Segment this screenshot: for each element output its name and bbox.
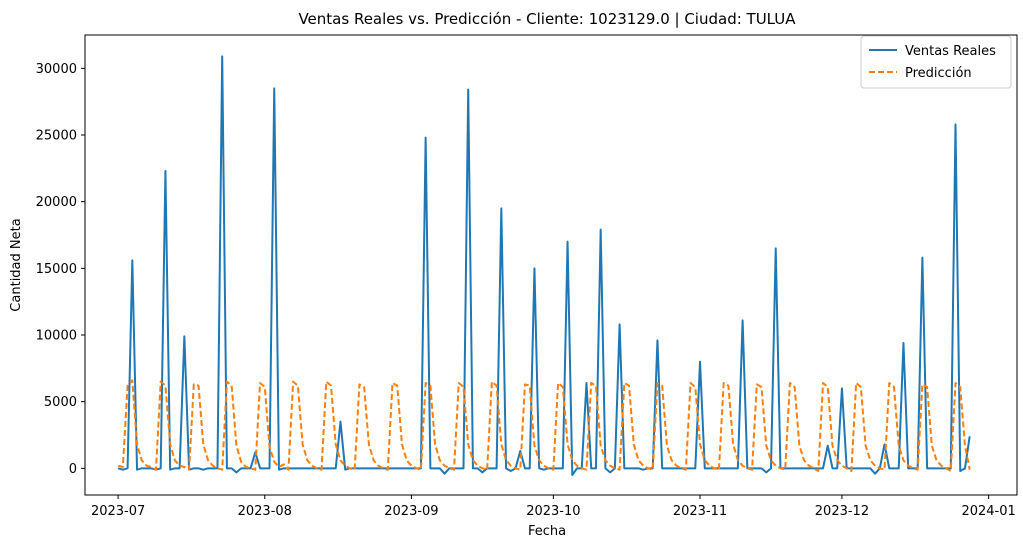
series-layer — [117, 55, 971, 476]
y-tick-label: 30000 — [36, 62, 77, 77]
plot-frame — [84, 34, 1018, 496]
x-axis: 2023-07 2023-08 2023-09 2023-10 2023-11 2023-… — [91, 495, 1016, 519]
x-tick-label: 2023-11 — [673, 504, 727, 519]
y-tick-label: 25000 — [36, 129, 77, 144]
y-tick-label: 0 — [69, 462, 77, 477]
legend: Ventas Reales Predicción — [860, 35, 1012, 89]
series-line-ventas-reales — [117, 55, 971, 476]
legend-label-ventas-reales: Ventas Reales — [905, 44, 996, 59]
x-tick-label: 2023-10 — [526, 504, 580, 519]
y-tick-label: 5000 — [44, 395, 77, 410]
x-tick-label: 2024-01 — [961, 504, 1015, 519]
y-tick-label: 20000 — [36, 195, 77, 210]
y-tick-label: 10000 — [36, 329, 77, 344]
x-tick-label: 2023-08 — [238, 504, 292, 519]
legend-label-prediccion: Predicción — [905, 66, 972, 81]
chart-title: Ventas Reales vs. Predicción - Cliente: … — [298, 10, 796, 28]
x-tick-label: 2023-09 — [384, 504, 438, 519]
plot-area — [84, 34, 1018, 496]
x-axis-label: Fecha — [528, 524, 566, 539]
x-tick-label: 2023-07 — [91, 504, 145, 519]
legend-box — [860, 35, 1012, 89]
y-axis-label: Cantidad Neta — [9, 218, 24, 311]
x-tick-label: 2023-12 — [815, 504, 869, 519]
series-line-prediccion — [117, 379, 971, 472]
y-tick-label: 15000 — [36, 262, 77, 277]
y-axis: 0 5000 10000 15000 20000 25000 30000 — [36, 62, 85, 477]
